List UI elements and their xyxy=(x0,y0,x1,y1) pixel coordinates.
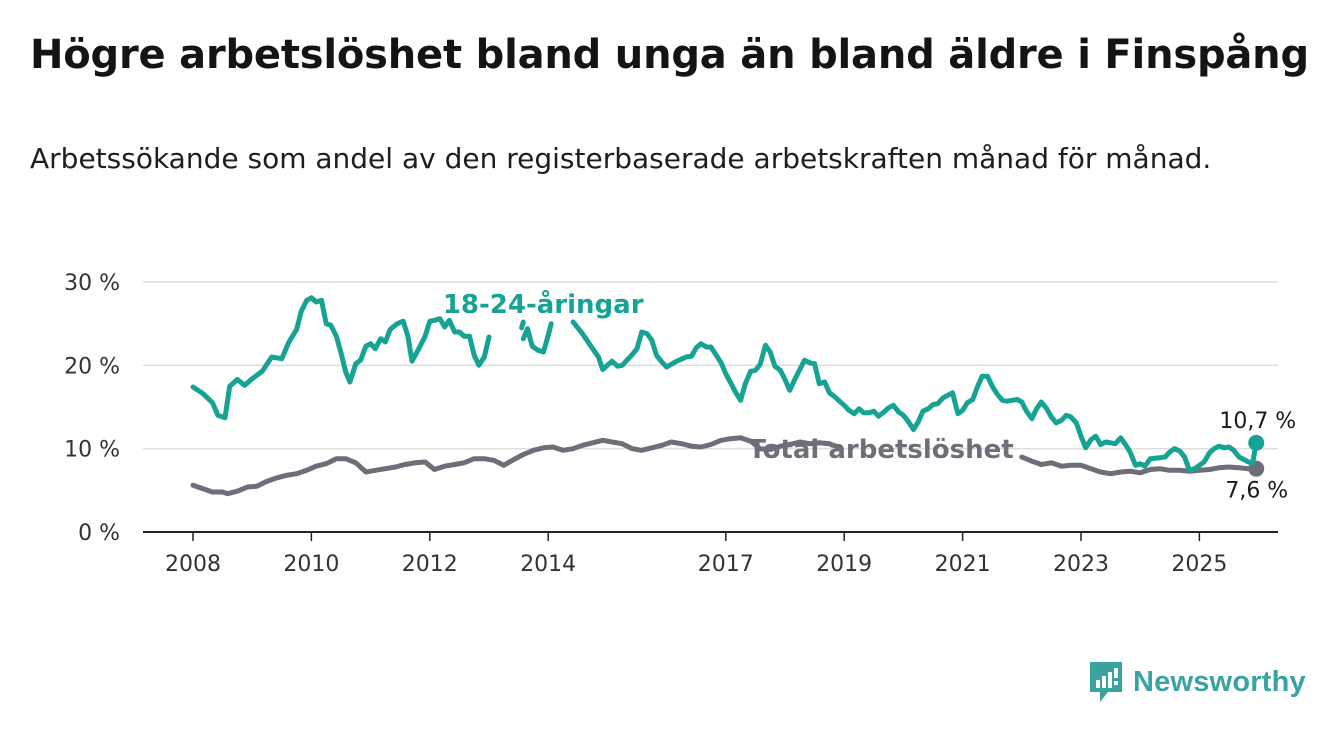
brand: Newsworthy xyxy=(1088,660,1306,704)
x-tick-label: 2012 xyxy=(402,552,458,577)
x-tick-label: 2025 xyxy=(1171,552,1227,577)
total-series-line xyxy=(1019,454,1259,477)
x-tick-label: 2008 xyxy=(165,552,221,577)
grid-lines xyxy=(143,281,1278,533)
x-tick-label: 2019 xyxy=(816,552,872,577)
y-tick-label: 20 % xyxy=(64,354,120,379)
brand-name: Newsworthy xyxy=(1133,665,1306,698)
y-tick-label: 0 % xyxy=(78,521,120,546)
x-tick-label: 2023 xyxy=(1053,552,1109,577)
total-series-label: Total arbetslöshet xyxy=(748,435,1013,465)
youth-series-line xyxy=(520,321,554,355)
y-tick-label: 10 % xyxy=(64,438,120,463)
series-lines xyxy=(190,295,1265,497)
page-title: Högre arbetslöshet bland unga än bland ä… xyxy=(30,32,1309,78)
youth-series-line xyxy=(570,319,1259,473)
page-subtitle: Arbetssökande som andel av den registerb… xyxy=(30,142,1212,175)
youth-series-line xyxy=(519,319,526,331)
newsworthy-logo-icon xyxy=(1090,662,1122,702)
x-tick-label: 2017 xyxy=(698,552,754,577)
x-tick-label: 2014 xyxy=(520,552,576,577)
x-tick-label: 2021 xyxy=(935,552,991,577)
youth-end-value-label: 10,7 % xyxy=(1219,409,1296,434)
y-tick-label: 30 % xyxy=(64,271,120,296)
youth-series-label: 18-24-åringar xyxy=(443,288,644,320)
youth-series-line xyxy=(190,295,492,421)
x-axis-labels: 2008 2010 2012 2014 2017 2019 2021 2023 2025 xyxy=(165,532,1227,577)
total-series-line xyxy=(190,435,842,497)
total-end-value-label: 7,6 % xyxy=(1225,479,1288,504)
series-labels: 18-24-åringar Total arbetslöshet 10,7 % 7,6… xyxy=(443,288,1296,504)
y-axis-labels: 0 % 10 % 20 % 30 % xyxy=(64,271,120,546)
x-tick-label: 2010 xyxy=(283,552,339,577)
youth-series-end-point xyxy=(1248,434,1265,451)
